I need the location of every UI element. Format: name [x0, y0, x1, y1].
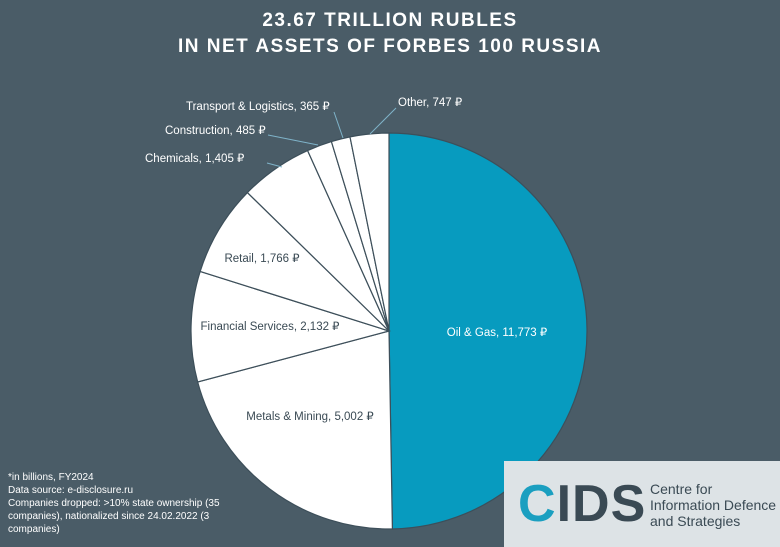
- footnote-dropped-1: Companies dropped: >10% state ownership …: [8, 498, 220, 509]
- cids-wordmark: CIDS: [518, 469, 646, 539]
- leader-line-4: [266, 162, 283, 168]
- pie-slice-7: [349, 132, 390, 332]
- logo-text-line-2: Information Defence: [650, 497, 777, 513]
- slice-label-1: Metals & Mining, 5,002 ₽: [246, 411, 374, 423]
- chart-title-line-1: 23.67 TRILLION RUBLES: [262, 10, 518, 31]
- footnote-source: Data source: e-disclosure.ru: [8, 485, 134, 496]
- cids-logo: CIDS Centre for Information Defence and …: [504, 461, 780, 547]
- footnote-dropped-2: companies), nationalized since 24.02.202…: [8, 511, 210, 522]
- pie-slice-0: [388, 132, 588, 530]
- slice-label-7: Other, 747 ₽: [398, 97, 463, 109]
- logo-text-line-1: Centre for: [650, 481, 713, 497]
- logo-letters-ids: IDS: [556, 475, 647, 533]
- slice-label-3: Retail, 1,766 ₽: [224, 253, 300, 265]
- pie-slice-1: [196, 330, 393, 530]
- footnote-units: *in billions, FY2024: [8, 472, 94, 483]
- slice-label-5: Construction, 485 ₽: [165, 125, 266, 137]
- slice-label-0: Oil & Gas, 11,773 ₽: [447, 327, 548, 339]
- slice-label-2: Financial Services, 2,132 ₽: [201, 321, 341, 333]
- slice-label-4: Chemicals, 1,405 ₽: [145, 153, 245, 165]
- logo-text-line-3: and Strategies: [650, 513, 741, 529]
- pie-slice-2: [190, 270, 392, 383]
- chart-title-line-2: IN NET ASSETS OF FORBES 100 RUSSIA: [177, 36, 603, 57]
- footnote-dropped-3: companies): [8, 524, 60, 535]
- slice-label-6: Transport & Logistics, 365 ₽: [186, 101, 330, 113]
- leader-line-6: [333, 111, 344, 139]
- leader-line-7: [369, 107, 397, 135]
- logo-letter-c: C: [518, 475, 557, 533]
- leader-line-5: [267, 134, 319, 146]
